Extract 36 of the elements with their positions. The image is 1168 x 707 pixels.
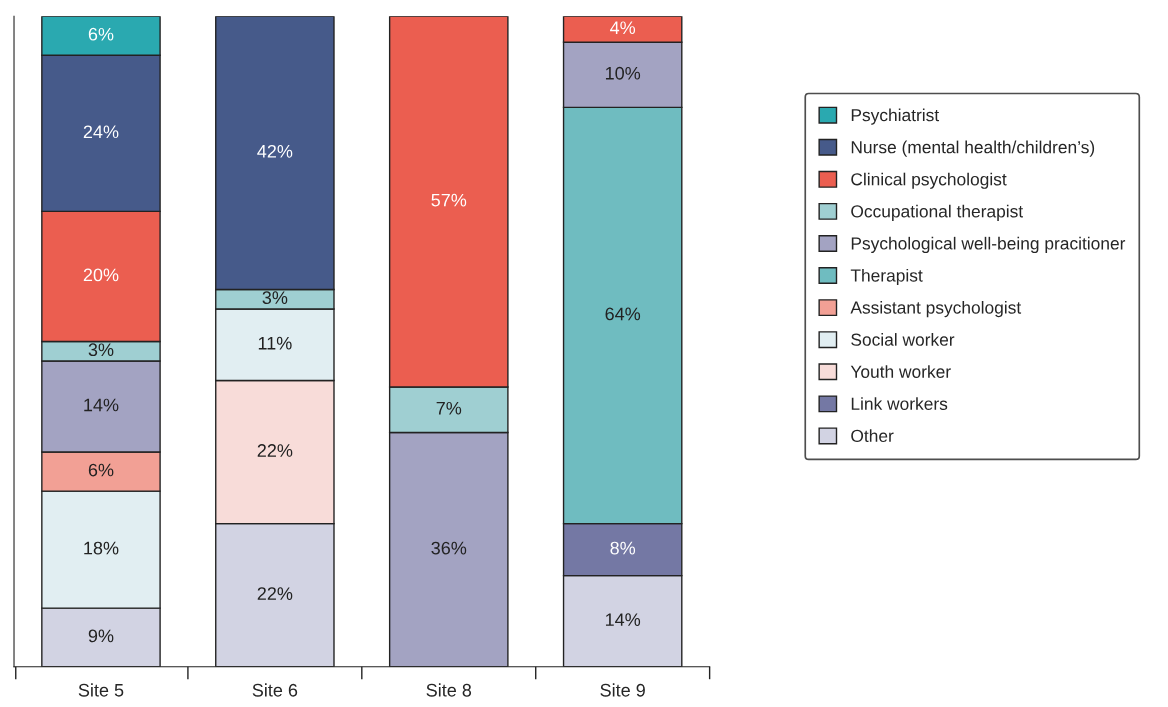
legend-label: Therapist	[850, 268, 923, 286]
data-label: 42%	[257, 144, 293, 158]
x-tick-label: Site 6	[252, 683, 298, 697]
data-label: 64%	[605, 307, 641, 321]
data-label: 20%	[83, 268, 119, 282]
legend-label: Psychological well-being pracitioner	[851, 236, 1126, 254]
legend-label: Link workers	[851, 397, 948, 410]
legend-label: Other	[851, 429, 894, 443]
data-label: 11%	[258, 336, 292, 350]
data-label: 4%	[610, 21, 636, 35]
data-label: 36%	[431, 541, 467, 555]
x-tick-label: Site 5	[78, 683, 124, 697]
data-label: 57%	[431, 193, 467, 207]
legend-label: Assistant psychologist	[850, 300, 1022, 318]
data-label: 8%	[610, 541, 636, 555]
legend-label: Social worker	[851, 333, 955, 346]
data-label: 3%	[262, 291, 288, 305]
data-label: 6%	[88, 27, 114, 41]
data-label: 3%	[88, 343, 114, 357]
legend-label: Clinical psychologist	[851, 172, 1007, 189]
data-label: 22%	[257, 444, 293, 457]
data-label: 24%	[83, 125, 119, 139]
legend-label: Youth worker	[850, 365, 951, 378]
data-label: 14%	[605, 613, 641, 626]
legend-label: Nurse (mental health/children’s)	[851, 140, 1095, 157]
legend-label: Occupational therapist	[851, 204, 1024, 221]
data-label: 14%	[84, 398, 119, 412]
x-tick-label: Site 9	[600, 683, 645, 697]
x-tick-label: Site 8	[426, 683, 472, 697]
data-label: 10%	[605, 66, 641, 80]
data-label: 22%	[257, 587, 293, 600]
data-label: 7%	[436, 401, 462, 415]
data-label: 9%	[88, 629, 114, 643]
data-label: 18%	[84, 541, 119, 555]
legend-label: Psychiatrist	[851, 108, 940, 125]
data-label: 6%	[88, 463, 114, 477]
